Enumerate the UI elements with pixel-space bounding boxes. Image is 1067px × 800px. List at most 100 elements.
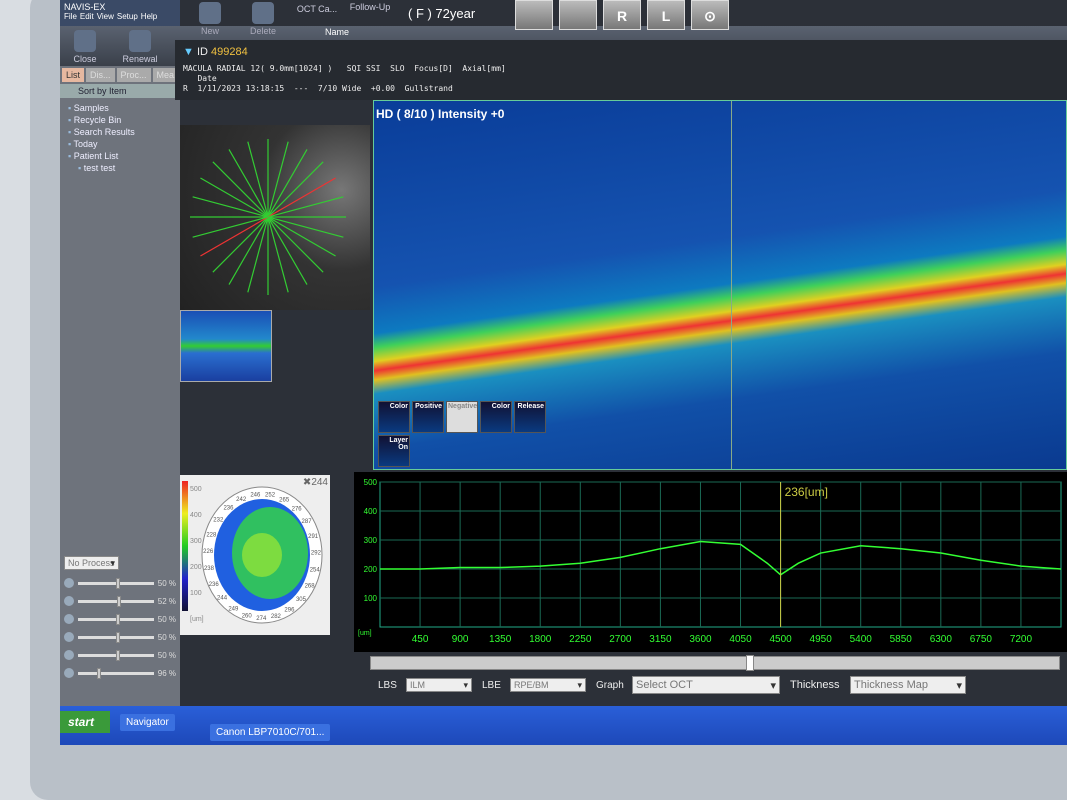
adjust-slider[interactable] — [78, 631, 154, 643]
view-button-layout[interactable] — [515, 0, 553, 30]
thickness-graph[interactable]: 450 900 1350 1800 2250 2700 3150 3600 4050 4500 49… — [354, 472, 1067, 652]
ring-value: 236 — [223, 505, 234, 511]
tab-list[interactable]: List — [62, 68, 85, 82]
start-button[interactable]: start — [60, 711, 110, 733]
tab-display[interactable]: Dis... — [86, 68, 115, 82]
graph-controls: LBS ILM LBE RPE/BM Graph Select OCT Thic… — [370, 655, 1067, 700]
tab-process[interactable]: Proc... — [116, 68, 151, 82]
slider-knob[interactable] — [115, 631, 120, 643]
scale-500: 500 — [190, 486, 202, 493]
menu-help[interactable]: Help — [140, 12, 158, 21]
tree-recycle-bin[interactable]: Recycle Bin — [68, 114, 172, 126]
menu-view[interactable]: View — [96, 12, 114, 21]
bscan-cursor-line[interactable] — [731, 101, 732, 469]
oct-capture-label: OCT Ca... — [296, 4, 338, 14]
process-select[interactable]: No Process — [64, 556, 119, 570]
tree-patient-list[interactable]: Patient List — [68, 150, 172, 162]
filter-icon[interactable]: ▼ — [183, 46, 197, 58]
x-tick-label: 5400 — [850, 634, 873, 645]
adjust-slider[interactable] — [78, 649, 154, 661]
taskbar-printer[interactable]: Canon LBP7010C/701... — [210, 724, 331, 741]
ring-value: 226 — [203, 549, 214, 555]
x-tick-label: 3600 — [689, 634, 712, 645]
fundus-image[interactable] — [180, 125, 370, 310]
menu-setup[interactable]: Setup — [116, 12, 138, 21]
slider-knob[interactable] — [96, 667, 101, 679]
close-label: Close — [73, 54, 97, 64]
app-title: NAVIS-EX — [64, 2, 106, 12]
renewal-button[interactable]: Renewal — [115, 30, 165, 64]
view-button-left[interactable]: L — [647, 0, 685, 30]
positive-button[interactable]: Positive — [412, 401, 444, 433]
left-tabs: List Dis... Proc... Mea... — [60, 66, 186, 84]
position-scrollbar[interactable] — [370, 655, 1060, 671]
oct-bscan-image[interactable]: HD ( 8/10 ) Intensity +0 Color Positive … — [373, 100, 1067, 470]
cross-icon: ✖ — [302, 477, 312, 488]
new-button[interactable]: New — [185, 2, 235, 36]
tree-today[interactable]: Today — [68, 138, 172, 150]
adjust-slider[interactable] — [78, 613, 154, 625]
ring-value: 252 — [265, 493, 276, 499]
ring-value: 282 — [271, 614, 282, 620]
menu-file[interactable]: File — [64, 12, 77, 21]
slo: Wide — [342, 84, 362, 93]
x-tick-label: 5850 — [890, 634, 913, 645]
axial-label: Axial[mm] — [462, 64, 506, 73]
close-button[interactable]: Close — [60, 30, 110, 64]
ring-value: 265 — [279, 497, 290, 503]
sqi: --- — [293, 84, 309, 93]
delete-button[interactable]: Delete — [238, 2, 288, 36]
thickness-line — [380, 540, 1062, 576]
slider-knob[interactable] — [117, 595, 122, 607]
follow-up-button[interactable]: Follow-Up — [345, 2, 395, 12]
center-thickness-value: 244 — [311, 477, 328, 488]
graph-label: Graph — [596, 680, 624, 691]
x-unit-label: [um] — [358, 630, 372, 637]
slider-value: 50 % — [157, 614, 176, 624]
tree-patient[interactable]: test test — [68, 162, 172, 174]
tree-samples[interactable]: Samples — [68, 102, 172, 114]
slider-knob[interactable] — [115, 649, 120, 661]
slider-knob[interactable] — [115, 577, 120, 589]
view-button-disc[interactable]: ⊙ — [691, 0, 729, 30]
negative-button[interactable]: Negative — [446, 401, 478, 433]
color2-button[interactable]: Color — [480, 401, 512, 433]
ring-value: 287 — [302, 519, 313, 525]
slider-knob[interactable] — [115, 613, 120, 625]
slider-value: 50 % — [157, 632, 176, 642]
lbe-select[interactable]: RPE/BM — [510, 678, 586, 692]
adjust-slider[interactable] — [78, 667, 154, 679]
plot-frame — [379, 481, 1062, 628]
adjust-slider[interactable] — [78, 595, 154, 607]
ring-value: 291 — [308, 534, 319, 540]
thickness-map[interactable]: 500 400 300 200 100 [um] 252 265 276 287 291 292 25… — [180, 475, 330, 635]
color-scale-bar — [182, 481, 188, 611]
bscan-thumbnail[interactable] — [180, 310, 272, 382]
tree-search-results[interactable]: Search Results — [68, 126, 172, 138]
y-tick-label: 100 — [364, 594, 378, 603]
scale-400: 400 — [190, 512, 202, 519]
graph-select[interactable]: Select OCT — [632, 676, 780, 694]
scrollbar-thumb[interactable] — [746, 655, 754, 671]
layer-on-button[interactable]: Layer On — [378, 435, 410, 467]
view-button-right[interactable]: R — [603, 0, 641, 30]
thickness-select[interactable]: Thickness Map — [850, 676, 966, 694]
lbs-select[interactable]: ILM — [406, 678, 472, 692]
oct-capture-button[interactable]: OCT Ca... — [292, 4, 342, 14]
new-label: New — [200, 26, 219, 36]
scale-100: 100 — [190, 590, 202, 597]
name-label: Name — [325, 27, 350, 37]
delete-label: Delete — [249, 26, 276, 36]
taskbar-navigator[interactable]: Navigator — [120, 714, 175, 731]
sort-by-item[interactable]: Sort by Item — [60, 84, 180, 98]
color-button[interactable]: Color — [378, 401, 410, 433]
menu-edit[interactable]: Edit — [79, 12, 94, 21]
adjust-slider-row: 50 % — [64, 646, 176, 664]
release-button[interactable]: Release — [514, 401, 546, 433]
adjust-slider[interactable] — [78, 577, 154, 589]
color-scale-labels: 500 400 300 200 100 [um] — [190, 477, 204, 633]
power-icon — [74, 30, 96, 52]
view-button-both[interactable] — [559, 0, 597, 30]
exam-info-bar: ▼ ID 499284 MACULA RADIAL 12( 9.0mm[1024… — [175, 40, 1067, 100]
ring-value: 292 — [311, 551, 322, 557]
